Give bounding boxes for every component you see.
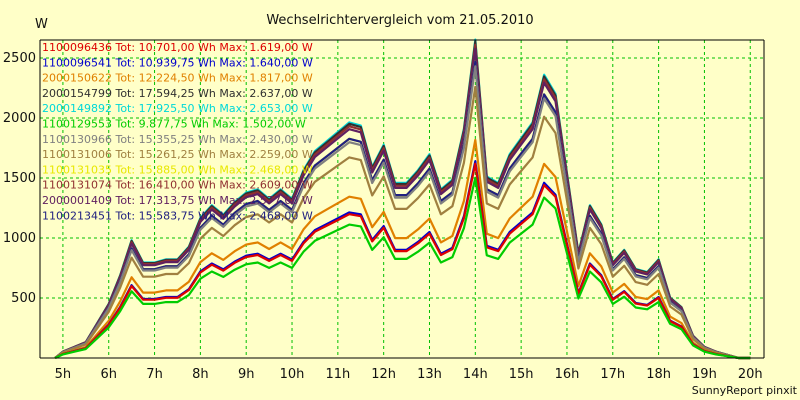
legend-entry-2000001409: 2000001409 Tot: 17.313,75 Wh Max: 2.577,…: [42, 194, 313, 207]
x-tick-label: 9h: [238, 367, 255, 382]
legend-entry-1100131006: 1100131006 Tot: 15.261,25 Wh Max: 2.259,…: [42, 148, 313, 161]
series-line-1100096436: [54, 162, 751, 360]
y-tick-label: 1500: [3, 171, 36, 186]
x-tick-label: 8h: [192, 367, 209, 382]
x-tick-label: 6h: [100, 367, 117, 382]
series-line-2000150622: [54, 138, 751, 360]
chart-title: Wechselrichtervergleich vom 21.05.2010: [266, 13, 533, 28]
y-tick-label: 2000: [3, 111, 36, 126]
x-tick-label: 12h: [371, 367, 396, 382]
series-line-1100130966: [54, 65, 751, 360]
legend-entry-2000150622: 2000150622 Tot: 12.224,50 Wh Max: 1.817,…: [42, 72, 313, 85]
footer-credit: SunnyReport pinxit: [692, 384, 798, 397]
series-line-2000001409: [54, 47, 751, 360]
x-tick-label: 17h: [600, 367, 625, 382]
x-tick-labels: 5h 6h 7h 8h 9h 10h 11h 12h 13h 14h 15h 16h 17h 18h 19h…: [55, 367, 763, 382]
legend-entry-1100131074: 1100131074 Tot: 16.410,00 Wh Max: 2.609,…: [42, 179, 313, 192]
x-tick-label: 20h: [738, 367, 763, 382]
y-tick-label: 500: [11, 291, 36, 306]
series-line-1100129553: [54, 176, 751, 360]
x-tick-label: 15h: [509, 367, 534, 382]
x-tick-label: 13h: [417, 367, 442, 382]
legend-entry-1100213451: 1100213451 Tot: 15.583,75 Wh Max: 2.468,…: [42, 209, 313, 222]
x-tick-label: 18h: [646, 367, 671, 382]
legend-entry-2000149892: 2000149892 Tot: 17.925,50 Wh Max: 2.653,…: [42, 102, 313, 115]
x-tick-label: 16h: [555, 367, 580, 382]
legend-entry-2000154799: 2000154799 Tot: 17.594,25 Wh Max: 2.637,…: [42, 87, 313, 100]
x-tick-label: 14h: [463, 367, 488, 382]
legend: 1100096436 Tot: 10.701,00 Wh Max: 1.619,…: [42, 41, 313, 222]
x-tick-label: 5h: [55, 367, 72, 382]
x-tick-label: 11h: [325, 367, 350, 382]
x-tick-label: 7h: [146, 367, 163, 382]
y-tick-label: 2500: [3, 51, 36, 66]
legend-entry-1100129553: 1100129553 Tot: 9.877,75 Wh Max: 1.502,0…: [42, 118, 306, 131]
x-tick-label: 19h: [692, 367, 717, 382]
legend-entry-1100096436: 1100096436 Tot: 10.701,00 Wh Max: 1.619,…: [42, 41, 313, 54]
y-tick-labels: 500 1000 1500 2000 2500: [3, 51, 36, 306]
axes: [39, 39, 765, 359]
y-unit-label: W: [35, 17, 48, 32]
legend-entry-1100096541: 1100096541 Tot: 10.939,75 Wh Max: 1.640,…: [42, 56, 313, 69]
series-line-1100131006: [54, 85, 751, 360]
y-tick-label: 1000: [3, 231, 36, 246]
legend-entry-1100130966: 1100130966 Tot: 15.355,25 Wh Max: 2.430,…: [42, 133, 313, 146]
legend-entry-1100131035: 1100131035 Tot: 15.885,00 Wh Max: 2.468,…: [42, 163, 313, 176]
series-layer: [54, 38, 751, 360]
x-tick-label: 10h: [280, 367, 305, 382]
